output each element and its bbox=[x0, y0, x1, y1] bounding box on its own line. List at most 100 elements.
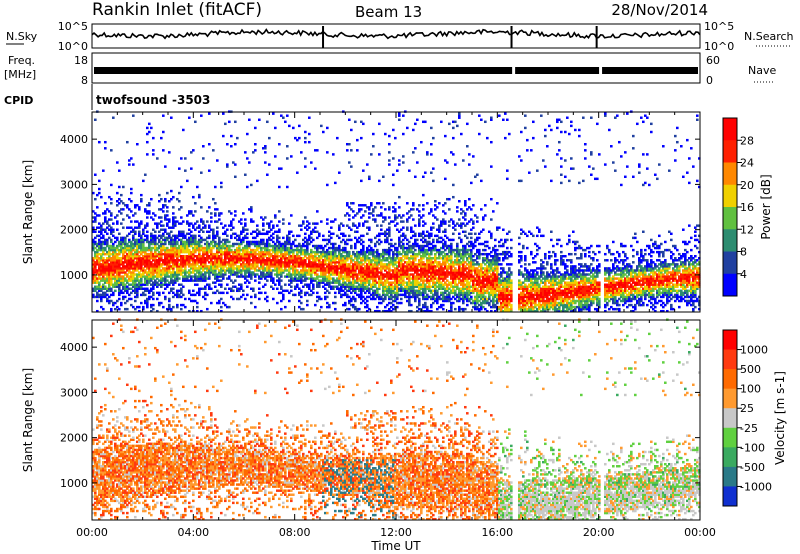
heatmap-cell bbox=[156, 259, 159, 262]
heatmap-cell bbox=[154, 238, 157, 242]
heatmap-cell bbox=[164, 204, 167, 207]
heatmap-cell bbox=[282, 295, 285, 299]
heatmap-cell bbox=[280, 269, 283, 272]
heatmap-cell bbox=[310, 248, 313, 252]
heatmap-cell bbox=[200, 236, 203, 240]
heatmap-cell bbox=[200, 259, 203, 262]
heatmap-cell bbox=[392, 183, 395, 187]
heatmap-cell bbox=[186, 279, 189, 282]
heatmap-cell bbox=[216, 254, 219, 258]
heatmap-cell bbox=[128, 263, 131, 266]
heatmap-cell bbox=[450, 269, 453, 272]
heatmap-cell bbox=[390, 305, 393, 309]
heatmap-cell bbox=[240, 218, 243, 221]
heatmap-cell bbox=[284, 263, 287, 266]
heatmap-cell bbox=[336, 234, 339, 238]
heatmap-cell bbox=[148, 265, 151, 268]
heatmap-cell bbox=[106, 299, 109, 303]
heatmap-cell bbox=[280, 275, 283, 278]
heatmap-cell bbox=[378, 275, 381, 278]
heatmap-cell bbox=[356, 259, 359, 262]
heatmap-cell bbox=[262, 218, 265, 221]
heatmap-cell bbox=[338, 271, 341, 274]
heatmap-cell bbox=[102, 234, 105, 238]
heatmap-cell bbox=[246, 157, 249, 160]
heatmap-cell bbox=[432, 267, 435, 270]
heatmap-cell bbox=[138, 287, 141, 291]
heatmap-cell bbox=[406, 281, 409, 284]
heatmap-cell bbox=[334, 248, 337, 252]
heatmap-cell bbox=[208, 269, 211, 272]
heatmap-cell bbox=[180, 254, 183, 258]
heatmap-cell bbox=[184, 271, 187, 274]
heatmap-cell bbox=[388, 271, 391, 274]
heatmap-cell bbox=[404, 287, 407, 291]
heatmap-cell bbox=[398, 195, 401, 199]
heatmap-cell bbox=[194, 248, 197, 252]
heatmap-cell bbox=[392, 273, 395, 276]
heatmap-cell bbox=[250, 287, 253, 291]
heatmap-cell bbox=[210, 212, 213, 215]
heatmap-cell bbox=[264, 259, 267, 262]
heatmap-cell bbox=[290, 214, 293, 217]
heatmap-cell bbox=[106, 273, 109, 276]
heatmap-cell bbox=[376, 287, 379, 291]
heatmap-cell bbox=[302, 265, 305, 268]
heatmap-cell bbox=[130, 279, 133, 282]
heatmap-cell bbox=[254, 230, 257, 233]
heatmap-cell bbox=[286, 259, 289, 262]
heatmap-cell bbox=[434, 297, 437, 301]
heatmap-cell bbox=[314, 277, 317, 280]
heatmap-cell bbox=[398, 250, 401, 254]
heatmap-cell bbox=[410, 248, 413, 252]
heatmap-cell bbox=[356, 226, 359, 229]
heatmap-cell bbox=[440, 275, 443, 278]
heatmap-cell bbox=[218, 273, 221, 276]
heatmap-cell bbox=[368, 257, 371, 260]
heatmap-cell bbox=[392, 250, 395, 254]
heatmap-cell bbox=[208, 236, 211, 240]
heatmap-cell bbox=[248, 250, 251, 254]
heatmap-cell bbox=[108, 265, 111, 268]
heatmap-cell bbox=[262, 269, 265, 272]
heatmap-cell bbox=[416, 289, 419, 293]
heatmap-cell bbox=[198, 293, 201, 297]
heatmap-cell bbox=[268, 261, 271, 264]
heatmap-cell bbox=[100, 273, 103, 276]
heatmap-cell bbox=[358, 269, 361, 272]
heatmap-cell bbox=[422, 257, 425, 260]
heatmap-cell bbox=[248, 271, 251, 274]
heatmap-cell bbox=[298, 242, 301, 246]
heatmap-cell bbox=[384, 285, 387, 288]
heatmap-cell bbox=[444, 275, 447, 278]
heatmap-cell bbox=[322, 281, 325, 284]
heatmap-cell bbox=[444, 222, 447, 225]
heatmap-cell bbox=[338, 252, 341, 256]
heatmap-cell bbox=[182, 265, 185, 268]
heatmap-cell bbox=[158, 303, 161, 307]
heatmap-cell bbox=[250, 242, 253, 246]
heatmap-cell bbox=[148, 248, 151, 252]
heatmap-cell bbox=[268, 271, 271, 274]
heatmap-cell bbox=[456, 277, 459, 280]
heatmap-cell bbox=[132, 263, 135, 266]
heatmap-cell bbox=[442, 299, 445, 303]
heatmap-cell bbox=[120, 248, 123, 252]
heatmap-cell bbox=[334, 254, 337, 258]
heatmap-cell bbox=[96, 295, 99, 299]
heatmap-cell bbox=[260, 265, 263, 268]
heatmap-cell bbox=[368, 244, 371, 248]
heatmap-cell bbox=[272, 265, 275, 268]
heatmap-cell bbox=[136, 244, 139, 248]
heatmap-cell bbox=[326, 248, 329, 252]
heatmap-cell bbox=[210, 257, 213, 260]
heatmap-cell bbox=[408, 301, 411, 305]
heatmap-cell bbox=[448, 250, 451, 254]
heatmap-cell bbox=[412, 281, 415, 284]
heatmap-cell bbox=[436, 234, 439, 238]
heatmap-cell bbox=[172, 248, 175, 252]
heatmap-cell bbox=[330, 281, 333, 284]
heatmap-cell bbox=[92, 287, 95, 291]
heatmap-cell bbox=[96, 291, 99, 295]
heatmap-cell bbox=[302, 269, 305, 272]
